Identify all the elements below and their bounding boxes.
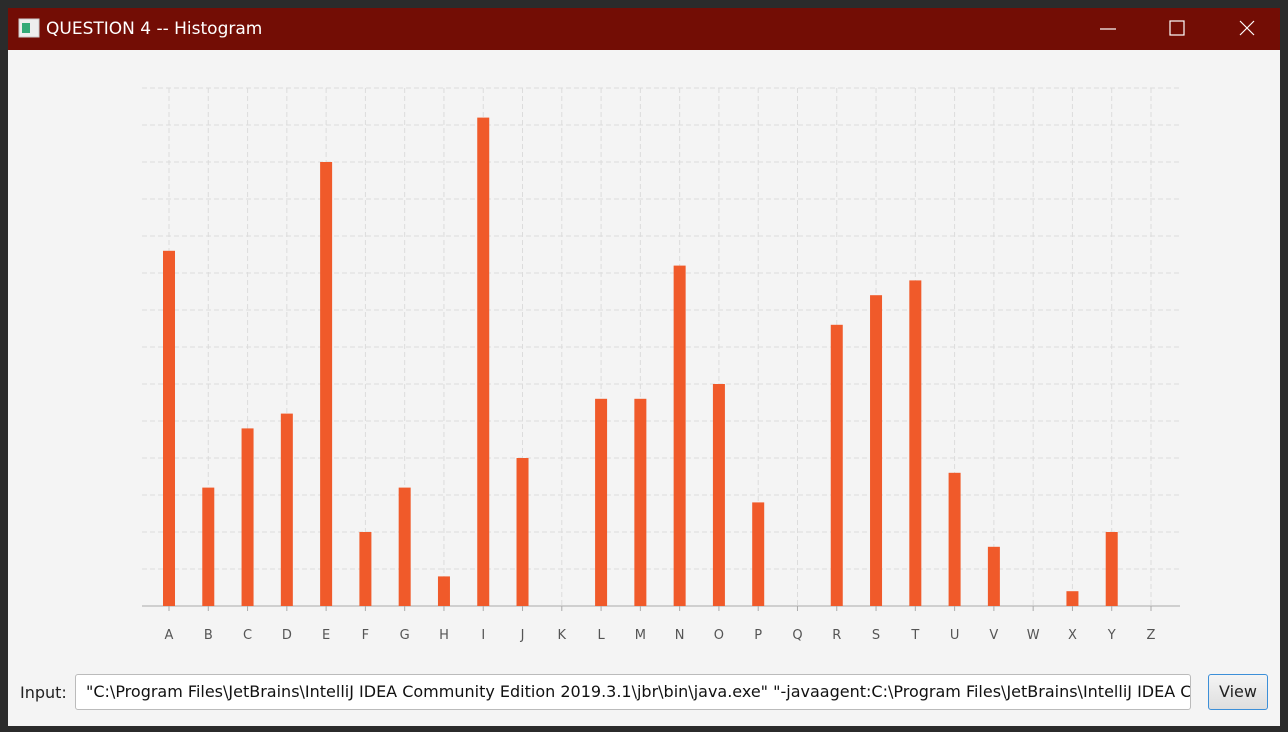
input-label: Input: bbox=[20, 683, 67, 702]
x-tick-label: A bbox=[165, 628, 174, 643]
x-tick-label: F bbox=[362, 628, 369, 643]
title-bar: QUESTION 4 -- Histogram bbox=[8, 8, 1280, 50]
bar bbox=[163, 250, 175, 607]
x-tick-label: H bbox=[439, 628, 449, 643]
bar bbox=[241, 428, 254, 606]
x-tick-label: N bbox=[675, 628, 685, 643]
bar bbox=[987, 546, 1000, 606]
x-tick-label: E bbox=[322, 628, 330, 643]
window: A B C D E F G H I J K L M N O P Q R S T U V W X Y Z QUESTION 4 --… bbox=[8, 8, 1280, 726]
bar bbox=[280, 413, 293, 606]
bar bbox=[320, 162, 333, 606]
bar bbox=[398, 487, 411, 606]
bar bbox=[202, 487, 215, 606]
bar bbox=[477, 117, 490, 606]
x-tick-label: T bbox=[910, 628, 919, 643]
x-tick-label: J bbox=[520, 628, 525, 643]
x-tick-label: Q bbox=[792, 628, 802, 643]
x-tick-label: W bbox=[1027, 628, 1040, 643]
bar bbox=[948, 472, 961, 606]
x-tick-label: U bbox=[950, 628, 960, 643]
bar bbox=[634, 398, 647, 606]
bar bbox=[516, 458, 529, 606]
x-tick-label: V bbox=[989, 628, 998, 643]
x-tick-label: B bbox=[204, 628, 213, 643]
x-tick-label: C bbox=[243, 628, 252, 643]
x-tick-label: O bbox=[714, 628, 724, 643]
bar bbox=[909, 280, 922, 606]
window-controls[interactable] bbox=[1098, 8, 1278, 50]
bar bbox=[437, 576, 450, 606]
app-icon bbox=[18, 18, 40, 38]
bar bbox=[673, 265, 686, 606]
x-tick-label: K bbox=[558, 628, 567, 643]
x-tick-label: G bbox=[400, 628, 410, 643]
x-tick-label: P bbox=[754, 628, 762, 643]
bar bbox=[595, 398, 608, 606]
window-title: QUESTION 4 -- Histogram bbox=[46, 19, 263, 39]
text-input[interactable]: "C:\Program Files\JetBrains\IntelliJ IDE… bbox=[75, 674, 1191, 710]
x-tick-label: I bbox=[481, 628, 485, 643]
x-tick-label: M bbox=[635, 628, 646, 643]
bar bbox=[712, 384, 725, 606]
bar bbox=[830, 324, 843, 606]
x-tick-label: Y bbox=[1107, 628, 1116, 643]
x-tick-label: S bbox=[872, 628, 880, 643]
x-tick-label: D bbox=[282, 628, 292, 643]
bar bbox=[752, 502, 765, 606]
bar bbox=[1066, 591, 1079, 606]
view-button[interactable]: View bbox=[1208, 674, 1268, 710]
x-tick-label: Z bbox=[1147, 628, 1156, 643]
chart: A B C D E F G H I J K L M N O P Q R S T U V W X Y Z bbox=[142, 87, 1180, 643]
x-tick-label: L bbox=[597, 628, 605, 643]
bar bbox=[359, 532, 372, 606]
x-tick-label: X bbox=[1068, 628, 1077, 643]
bar bbox=[870, 295, 883, 606]
x-tick-label: R bbox=[832, 628, 841, 643]
bar bbox=[1105, 532, 1118, 606]
